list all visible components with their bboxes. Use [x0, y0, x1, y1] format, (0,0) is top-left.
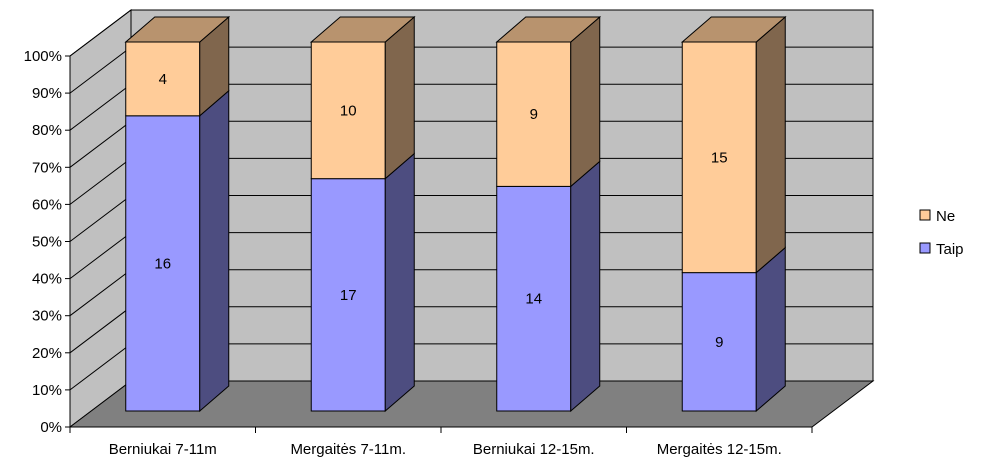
bars: 16 4 17 10 14 9 9 15 — [124, 15, 787, 413]
y-tick-label: 50% — [32, 234, 62, 251]
bar-top — [495, 16, 602, 43]
bar-segment-taip: 17 — [310, 152, 415, 413]
bar-segment-taip: 9 — [681, 246, 786, 413]
x-tick-label: Mergaitės 7-11m. — [290, 441, 406, 458]
bar-side — [384, 15, 415, 180]
legend-label: Ne — [936, 208, 955, 225]
y-tick-label: 80% — [32, 122, 62, 139]
data-label: 10 — [340, 102, 357, 119]
legend-swatch — [919, 242, 931, 254]
bar-front — [496, 185, 572, 412]
bar-top — [680, 16, 787, 43]
bar-side — [384, 152, 415, 413]
bar-front — [310, 41, 386, 180]
y-tick-label: 30% — [32, 308, 62, 325]
bar-segment-taip: 16 — [125, 89, 230, 413]
bar-front — [681, 272, 757, 412]
y-tick-label: 60% — [32, 196, 62, 213]
x-tick-label: Mergaitės 12-15m. — [657, 441, 782, 458]
legend-item-ne: Ne — [919, 208, 955, 225]
data-label: 15 — [711, 149, 728, 166]
bar-side — [570, 160, 601, 413]
bar-segment-taip: 14 — [496, 160, 601, 413]
bar-top — [124, 16, 231, 43]
data-label: 9 — [715, 334, 723, 351]
bar-segment-ne: 10 — [309, 15, 416, 180]
bar-front — [125, 41, 201, 117]
y-tick-label: 20% — [32, 345, 62, 362]
bar-segment-ne: 15 — [680, 15, 787, 274]
y-tick-label: 40% — [32, 271, 62, 288]
bar-side — [199, 89, 230, 413]
x-tick-label: Berniukai 7-11m — [109, 441, 217, 458]
bar-segment-ne: 9 — [495, 15, 602, 188]
legend-item-taip: Taip — [919, 241, 964, 258]
legend-label: Taip — [936, 241, 964, 258]
x-axis: Berniukai 7-11m Mergaitės 7-11m. Berniukai… — [69, 426, 813, 458]
y-tick-label: 0% — [40, 419, 62, 436]
y-axis: 0% 10% 20% 30% 40% 50% 60% 70% 80% 90% 100% — [24, 48, 71, 436]
bar-front — [125, 115, 201, 412]
legend-swatch — [919, 209, 931, 221]
data-label: 9 — [530, 106, 538, 123]
y-tick-label: 100% — [24, 48, 62, 65]
bar-front — [496, 41, 572, 187]
y-tick-label: 10% — [32, 382, 62, 399]
y-tick-label: 90% — [32, 85, 62, 102]
data-label: 4 — [159, 71, 167, 88]
y-tick-label: 70% — [32, 159, 62, 176]
data-label: 17 — [340, 287, 357, 304]
bar-front — [681, 41, 757, 274]
bar-front — [310, 178, 386, 412]
gridline — [69, 9, 873, 57]
data-label: 14 — [525, 291, 542, 308]
x-tick-label: Berniukai 12-15m. — [473, 441, 595, 458]
bar-side — [570, 15, 601, 188]
data-label: 16 — [154, 255, 171, 272]
bar-side — [755, 246, 786, 413]
bar-side — [755, 15, 786, 274]
legend: Ne Taip — [919, 208, 964, 258]
bar-segment-ne: 4 — [124, 15, 231, 117]
bar-top — [309, 16, 416, 43]
